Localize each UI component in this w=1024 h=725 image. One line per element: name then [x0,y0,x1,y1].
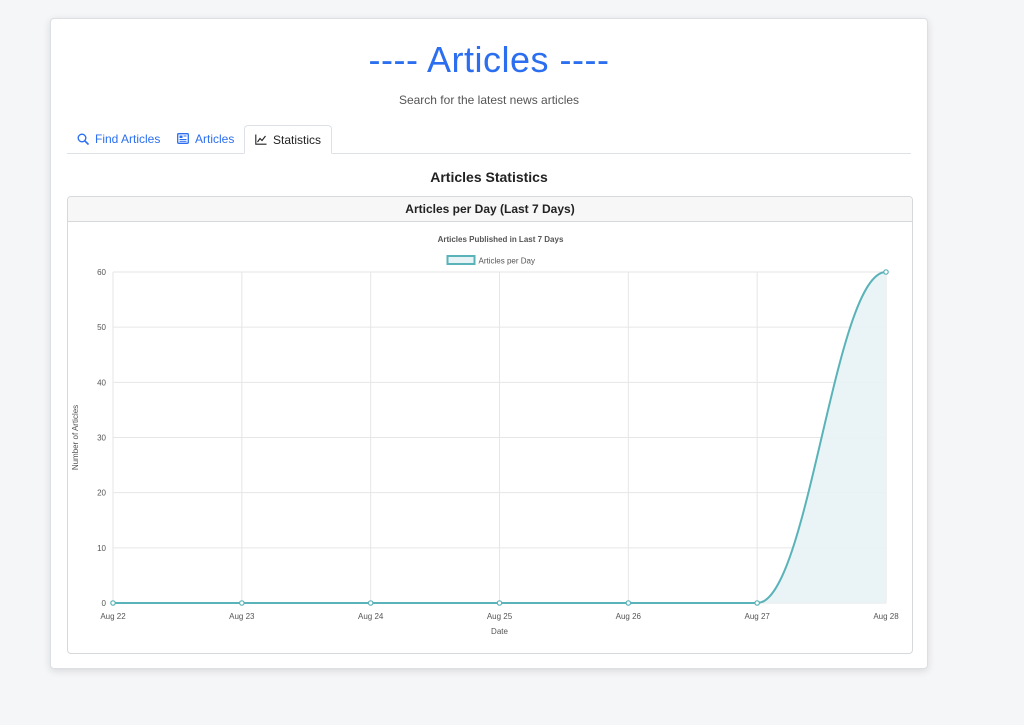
articles-chart: Articles Published in Last 7 Days Article… [71,235,899,636]
chart-panel: Articles per Day (Last 7 Days) Articles … [67,196,913,654]
data-point [496,600,503,606]
x-tick-label: Aug 25 [487,612,513,621]
chart-title: Articles Published in Last 7 Days [438,235,564,244]
tab-statistics[interactable]: Statistics [244,125,333,154]
statistics-heading: Articles Statistics [430,169,548,185]
data-point [754,600,760,606]
tab-articles-label: Articles [195,131,235,146]
data-point [239,600,245,606]
x-tick-label: Aug 28 [873,612,899,621]
y-tick-label: 20 [97,489,106,498]
chart-panel-header: Articles per Day (Last 7 Days) [68,197,912,222]
y-tick-label: 30 [97,434,106,443]
y-tick-label: 10 [97,544,106,553]
search-icon [77,133,89,145]
main-card: ---- Articles ---- Search for the latest… [50,18,928,669]
data-point [883,269,889,275]
y-tick-label: 0 [102,599,107,608]
x-tick-label: Aug 27 [744,612,770,621]
y-tick-label: 60 [97,268,106,277]
tab-find-articles-label: Find Articles [95,131,161,146]
tab-statistics-label: Statistics [273,132,322,147]
y-tick-label: 40 [97,378,106,387]
legend-swatch [446,255,476,265]
data-point [367,600,374,606]
series-line [113,271,887,604]
data-point [110,600,116,606]
x-tick-label: Aug 24 [358,612,384,621]
tab-bar: Find Articles Articles Statistics [67,125,911,154]
data-point [625,600,632,606]
page-title: ---- Articles ---- [368,39,610,80]
tab-find-articles[interactable]: Find Articles [67,125,170,152]
y-axis-label: Number of Articles [71,405,80,470]
x-tick-label: Aug 26 [616,612,642,621]
x-tick-label: Aug 23 [229,612,255,621]
page-subtitle: Search for the latest news articles [398,93,580,107]
line-chart-icon [255,134,267,145]
series-area [113,272,886,603]
x-tick-label: Aug 22 [100,612,126,621]
y-tick-label: 50 [97,323,106,332]
x-axis-label: Date [491,627,508,636]
legend-label: Articles per Day [479,257,535,266]
tab-articles[interactable]: Articles [167,125,244,152]
newspaper-icon [177,133,189,144]
